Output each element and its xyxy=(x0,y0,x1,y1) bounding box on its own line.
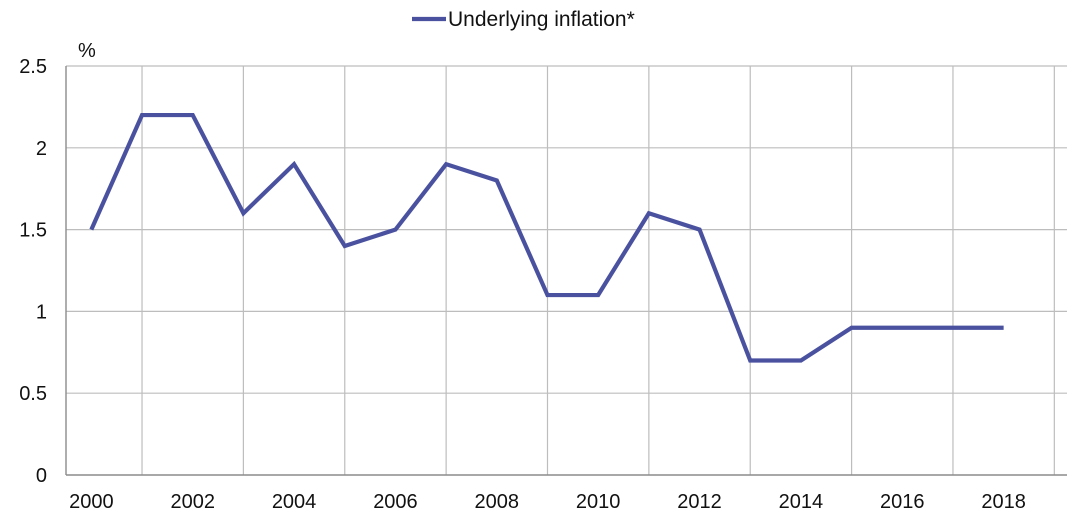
x-tick-label: 2006 xyxy=(373,491,418,513)
series-lines xyxy=(89,112,1004,363)
y-tick-label: 1 xyxy=(36,301,47,323)
legend: Underlying inflation* xyxy=(412,8,635,31)
y-tick-label: 0 xyxy=(36,465,47,487)
x-tick-label: 2014 xyxy=(779,491,824,513)
x-tick-label: 2010 xyxy=(576,491,621,513)
y-tick-label: 0.5 xyxy=(19,383,47,405)
tick-labels: 0 0.5 1 1.5 2 2.5 2000 2002 2004 2006 2008 2010 2012… xyxy=(19,56,1026,513)
x-tick-label: 2016 xyxy=(880,491,925,513)
x-tick-label: 2004 xyxy=(272,491,317,513)
x-tick-label: 2018 xyxy=(981,491,1026,513)
y-unit-label: % xyxy=(78,40,96,62)
legend-label: Underlying inflation* xyxy=(448,8,635,31)
x-tick-label: 2000 xyxy=(69,491,114,513)
grid-lines xyxy=(66,65,1067,475)
axes xyxy=(65,66,1067,476)
y-tick-label: 1.5 xyxy=(19,220,47,242)
x-tick-label: 2002 xyxy=(170,491,215,513)
y-tick-label: 2 xyxy=(36,138,47,160)
y-tick-label: 2.5 xyxy=(19,56,47,78)
x-tick-label: 2012 xyxy=(677,491,722,513)
x-tick-label: 2008 xyxy=(475,491,520,513)
